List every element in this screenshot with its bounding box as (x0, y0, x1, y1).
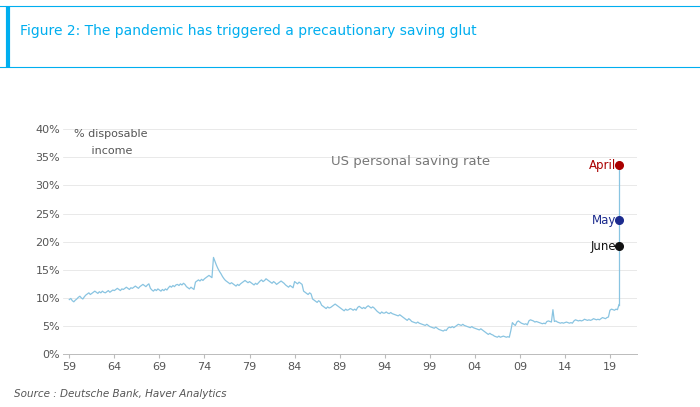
Text: Source : Deutsche Bank, Haver Analytics: Source : Deutsche Bank, Haver Analytics (14, 389, 227, 399)
Text: May: May (592, 214, 616, 227)
Text: income: income (74, 146, 132, 156)
Text: June: June (591, 240, 616, 253)
Text: % disposable: % disposable (74, 129, 147, 139)
Text: April: April (589, 159, 616, 172)
Text: US personal saving rate: US personal saving rate (330, 155, 490, 168)
Text: Figure 2: The pandemic has triggered a precautionary saving glut: Figure 2: The pandemic has triggered a p… (20, 24, 476, 37)
